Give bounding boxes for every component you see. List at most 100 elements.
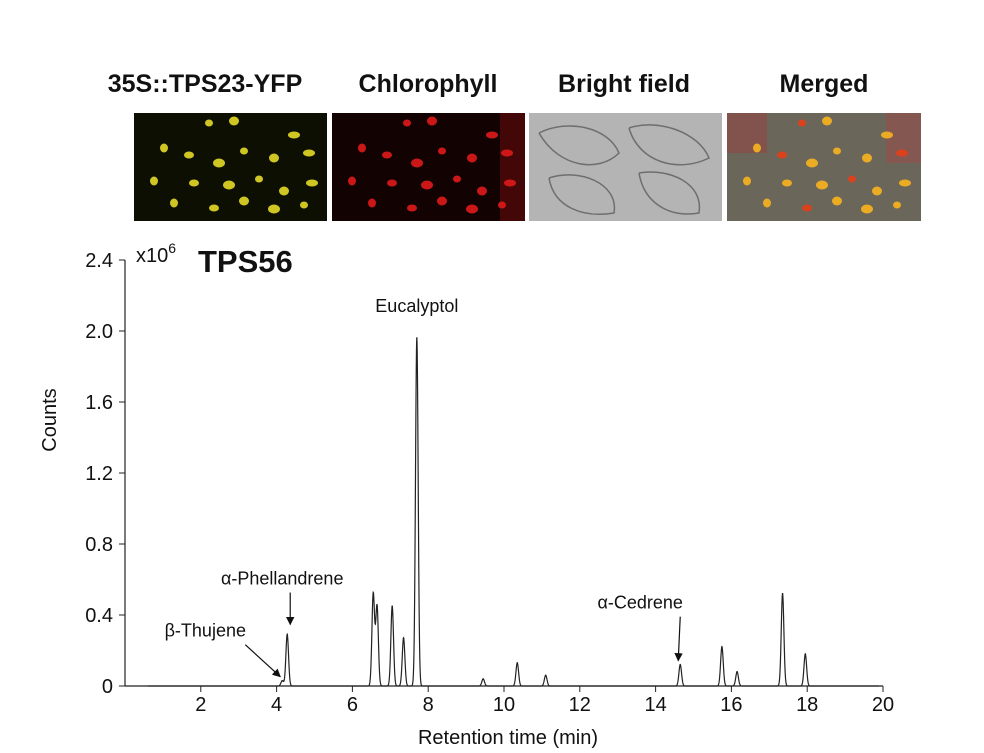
annotation-arrow: [674, 616, 683, 662]
peak-point: [416, 337, 418, 339]
y-tick-label: 1.2: [85, 463, 113, 485]
yfp-spot: [205, 119, 213, 127]
chlorophyll-spot: [477, 186, 487, 196]
yfp-spot: [239, 196, 249, 206]
merged-spot: [743, 176, 751, 186]
merged-spot: [899, 179, 911, 187]
yfp-spot: [240, 147, 248, 155]
peak-point: [721, 646, 723, 648]
peak-point: [544, 674, 547, 677]
cell-outline: [628, 124, 710, 166]
peak-point: [281, 679, 284, 682]
y-tick-label: 2.4: [85, 250, 113, 272]
x-tick-label: 14: [644, 694, 666, 716]
merged-spot: [862, 153, 872, 163]
panel-title-bright-field: Bright field: [558, 70, 690, 98]
chlorophyll-spot: [453, 175, 461, 183]
y-tick-label: 0: [102, 676, 113, 698]
yfp-spot: [223, 180, 235, 190]
peak-point: [736, 671, 738, 673]
peak-annotation: Eucalyptol: [375, 296, 458, 316]
yfp-spot: [170, 198, 178, 208]
peak-point: [372, 592, 375, 595]
peak-annotation: β-Thujene: [165, 621, 246, 641]
merged-spot: [802, 204, 812, 212]
multiplier-label: x106: [136, 240, 176, 267]
chlorophyll-spot: [498, 201, 506, 209]
merged-spot: [833, 147, 841, 155]
x-tick-label: 16: [720, 694, 742, 716]
peak-point: [679, 663, 682, 666]
x-tick-label: 12: [569, 694, 591, 716]
merged-spot: [753, 143, 761, 153]
yfp-spot: [268, 204, 280, 214]
yfp-spot: [300, 201, 308, 209]
merged-spot: [832, 196, 842, 206]
x-tick-label: 20: [872, 694, 894, 716]
cell-outline: [638, 171, 701, 215]
cell-outline: [538, 125, 620, 166]
chart-title: TPS56: [198, 244, 293, 279]
peak-point: [402, 637, 405, 639]
panel-title-yfp: 35S::TPS23-YFP: [107, 70, 303, 98]
x-tick-label: 6: [347, 694, 358, 716]
chlorophyll-spot: [504, 179, 516, 187]
peak-point: [286, 633, 289, 636]
yfp-spot: [189, 179, 199, 187]
x-tick-label: 18: [796, 694, 818, 716]
micrograph-chlorophyll: [332, 113, 525, 221]
yfp-spot: [269, 153, 279, 163]
chlorophyll-spot: [407, 204, 417, 212]
chlorophyll-spot: [387, 179, 397, 187]
merged-spot: [861, 204, 873, 214]
merged-spot: [763, 198, 771, 208]
peak-point: [376, 605, 378, 607]
chlorophyll-spot: [437, 196, 447, 206]
peak-point: [781, 592, 784, 595]
chromatogram-trace: [147, 338, 880, 687]
chlorophyll-spot: [403, 119, 411, 127]
chlorophyll-spot: [348, 176, 356, 186]
yfp-spot: [160, 143, 168, 153]
yfp-spot: [184, 151, 194, 159]
peak-annotation: α-Cedrene: [598, 593, 683, 613]
merged-spot: [798, 119, 806, 127]
merged-spot: [896, 149, 908, 157]
chlorophyll-spot: [501, 149, 513, 157]
micrograph-merged: [727, 113, 921, 221]
yfp-spot: [306, 179, 318, 187]
x-axis-label: Retention time (min): [418, 727, 598, 749]
merged-spot: [782, 179, 792, 187]
yfp-spot: [209, 204, 219, 212]
yfp-spot: [279, 186, 289, 196]
chlorophyll-spot: [466, 204, 478, 214]
merged-spot: [816, 180, 828, 190]
panel-title-chlorophyll: Chlorophyll: [358, 70, 498, 98]
yfp-spot: [288, 131, 300, 139]
yfp-spot: [213, 158, 225, 168]
x-tick-label: 4: [271, 694, 282, 716]
peak-point: [516, 662, 519, 664]
cell-outline: [548, 174, 616, 215]
yfp-spot: [150, 176, 158, 186]
yfp-spot: [229, 116, 239, 126]
yfp-spot: [303, 149, 315, 157]
x-tick-label: 10: [493, 694, 515, 716]
peak-point: [391, 605, 393, 607]
chlorophyll-spot: [421, 180, 433, 190]
micrograph-bright-field: [529, 113, 722, 221]
merged-spot: [822, 116, 832, 126]
merged-spot: [881, 131, 893, 139]
y-tick-label: 2.0: [85, 321, 113, 343]
peak-annotation: α-Phellandrene: [221, 569, 343, 589]
yfp-spot: [255, 175, 263, 183]
chlorophyll-spot: [427, 116, 437, 126]
merged-spot: [806, 158, 818, 168]
merged-spot: [893, 201, 901, 209]
chlorophyll-spot: [467, 153, 477, 163]
chlorophyll-spot: [358, 143, 366, 153]
chlorophyll-spot: [411, 158, 423, 168]
annotation-arrow: [244, 644, 281, 678]
y-tick-label: 1.6: [85, 392, 113, 414]
